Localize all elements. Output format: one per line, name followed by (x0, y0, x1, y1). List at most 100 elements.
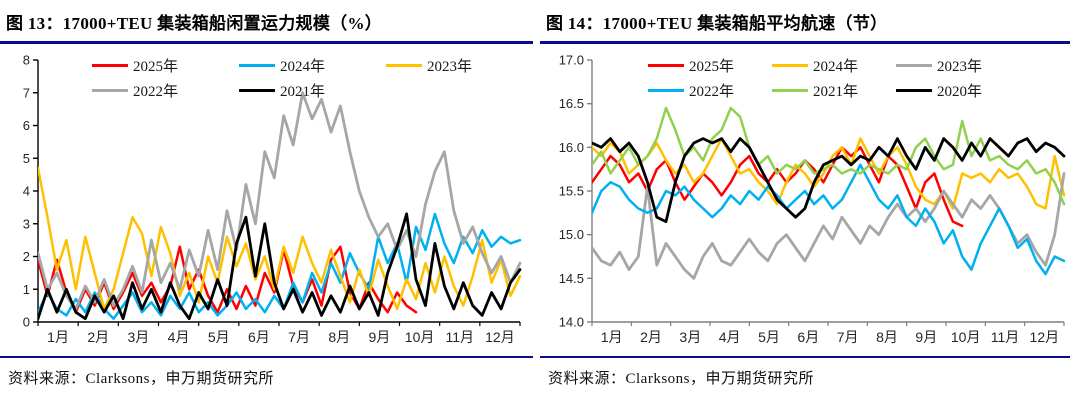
figure-14-title-rule (540, 41, 1070, 44)
x-tick-label: 7月 (288, 329, 310, 345)
y-tick-label: 2 (23, 249, 30, 264)
series-line-2022年 (38, 91, 522, 311)
figure-14-legend: 2025年 2024年 2023年 2022年 2021年 2020年 (648, 53, 1020, 103)
legend-item-2022年: 2022年 (92, 80, 239, 101)
y-tick-label: 8 (23, 53, 30, 68)
legend-swatch-2023年 (896, 64, 932, 67)
x-tick-label: 2月 (87, 329, 109, 345)
legend-label: 2023年 (427, 59, 473, 75)
x-tick-label: 12月 (485, 329, 515, 345)
figure-14-chart-canvas: 14.0 14.5 15.0 15.5 16.0 16.5 17.0 1月 2月 3月 4月 5月 6月… (559, 53, 1066, 345)
figure-14-source: 资料来源：Clarksons，申万期货研究所 (548, 371, 815, 387)
legend-swatch-2022年 (648, 89, 684, 92)
x-tick-label: 6月 (248, 329, 270, 345)
legend-label: 2022年 (133, 84, 179, 100)
legend-label: 2021年 (280, 84, 326, 100)
y-tick-label: 5 (23, 151, 30, 166)
legend-item-2025年: 2025年 (648, 55, 772, 76)
x-tick-label: 11月 (445, 329, 474, 345)
y-tick-label: 17.0 (559, 53, 584, 68)
x-tick-label: 8月 (328, 329, 350, 345)
figure-14-title: 图 14：17000+TEU 集装箱船平均航速（节） (546, 14, 888, 33)
legend-swatch-2020年 (896, 89, 932, 92)
y-tick-label: 0 (23, 315, 30, 330)
x-tick-label: 2月 (640, 329, 662, 345)
legend-swatch-2021年 (772, 89, 808, 92)
y-tick-label: 6 (23, 118, 30, 133)
x-tick-label: 4月 (168, 329, 190, 345)
legend-label: 2023年 (937, 59, 983, 75)
legend-swatch-2024年 (239, 64, 275, 67)
x-tick-label: 11月 (991, 329, 1020, 345)
x-tick-label: 12月 (1030, 329, 1060, 345)
legend-item-2022年: 2022年 (648, 80, 772, 101)
y-tick-label: 7 (23, 85, 30, 100)
x-tick-label: 6月 (797, 329, 819, 345)
figure-13-source-rule (0, 356, 533, 358)
figure-13-chart-area: 0 1 2 3 4 5 6 7 8 1月 2月 3月 4月 5月 6月 7月 8月 9月 10月 11月 12月 202… (0, 50, 536, 352)
legend-swatch-2024年 (772, 64, 808, 67)
series-line-2025年 (592, 146, 964, 228)
x-tick-label: 9月 (369, 329, 391, 345)
figure-13-panel: 图 13：17000+TEU 集装箱船闲置运力规模（%） 0 1 2 3 4 5 6 7 8 1月… (0, 0, 536, 388)
y-tick-label: 15.0 (559, 227, 584, 242)
figure-13-title: 图 13：17000+TEU 集装箱船闲置运力规模（%） (6, 14, 383, 33)
y-tick-label: 14.0 (559, 315, 584, 330)
x-tick-label: 1月 (47, 329, 69, 345)
x-tick-label: 10月 (951, 329, 981, 345)
y-tick-label: 16.5 (559, 96, 584, 111)
x-tick-label: 3月 (679, 329, 701, 345)
figure-13-title-rule (0, 41, 533, 44)
legend-swatch-2025年 (92, 64, 128, 67)
y-tick-label: 15.5 (559, 184, 584, 199)
figures-row: 图 13：17000+TEU 集装箱船闲置运力规模（%） 0 1 2 3 4 5 6 7 8 1月… (0, 0, 1073, 388)
y-tick-label: 4 (23, 184, 30, 199)
series-line-2023年 (38, 166, 522, 311)
series-line-2024年 (592, 137, 1066, 210)
x-tick-label: 8月 (876, 329, 898, 345)
series-line-2022年 (592, 163, 1066, 276)
legend-label: 2020年 (937, 84, 983, 100)
legend-item-2021年: 2021年 (239, 80, 386, 101)
legend-item-2023年: 2023年 (386, 55, 533, 76)
legend-row: 2022年 2021年 2020年 (648, 78, 1020, 103)
legend-label: 2025年 (133, 59, 179, 75)
legend-item-2020年: 2020年 (896, 80, 1020, 101)
figure-13-chart-canvas: 0 1 2 3 4 5 6 7 8 1月 2月 3月 4月 5月 6月 7月 8月 9月 10月 11月 12月 (23, 53, 522, 345)
figure-14-chart-area: 14.0 14.5 15.0 15.5 16.0 16.5 17.0 1月 2月 3月 4月 5月 6月… (540, 50, 1073, 352)
legend-row: 2025年 2024年 2023年 (92, 53, 533, 78)
y-tick-label: 3 (23, 216, 30, 231)
x-tick-label: 1月 (601, 329, 623, 345)
x-tick-label: 7月 (837, 329, 859, 345)
legend-label: 2022年 (689, 84, 735, 100)
figure-13-source: 资料来源：Clarksons，申万期货研究所 (8, 371, 275, 387)
legend-swatch-2025年 (648, 64, 684, 67)
legend-swatch-2021年 (239, 89, 275, 92)
series-line-2021年 (38, 212, 522, 321)
legend-label: 2024年 (813, 59, 859, 75)
legend-item-2025年: 2025年 (92, 55, 239, 76)
figure-14-panel: 图 14：17000+TEU 集装箱船平均航速（节） 14.0 14.5 15.0 1… (536, 0, 1073, 388)
x-tick-label: 10月 (405, 329, 435, 345)
legend-label: 2021年 (813, 84, 859, 100)
legend-swatch-2022年 (92, 89, 128, 92)
legend-row: 2025年 2024年 2023年 (648, 53, 1020, 78)
legend-label: 2025年 (689, 59, 735, 75)
figure-14-source-rule (540, 356, 1070, 358)
x-tick-label: 4月 (719, 329, 741, 345)
series-line-2020年 (592, 137, 1066, 224)
x-tick-label: 3月 (128, 329, 150, 345)
x-tick-label: 5月 (208, 329, 230, 345)
legend-row: 2022年 2021年 (92, 78, 533, 103)
series-line-2023年 (592, 172, 1066, 280)
legend-item-2023年: 2023年 (896, 55, 1020, 76)
legend-item-2021年: 2021年 (772, 80, 896, 101)
series-line-2024年 (38, 212, 522, 320)
x-tick-label: 5月 (758, 329, 780, 345)
y-tick-label: 16.0 (559, 140, 584, 155)
legend-item-2024年: 2024年 (239, 55, 386, 76)
x-tick-label: 9月 (915, 329, 937, 345)
legend-swatch-2023年 (386, 64, 422, 67)
legend-label: 2024年 (280, 59, 326, 75)
